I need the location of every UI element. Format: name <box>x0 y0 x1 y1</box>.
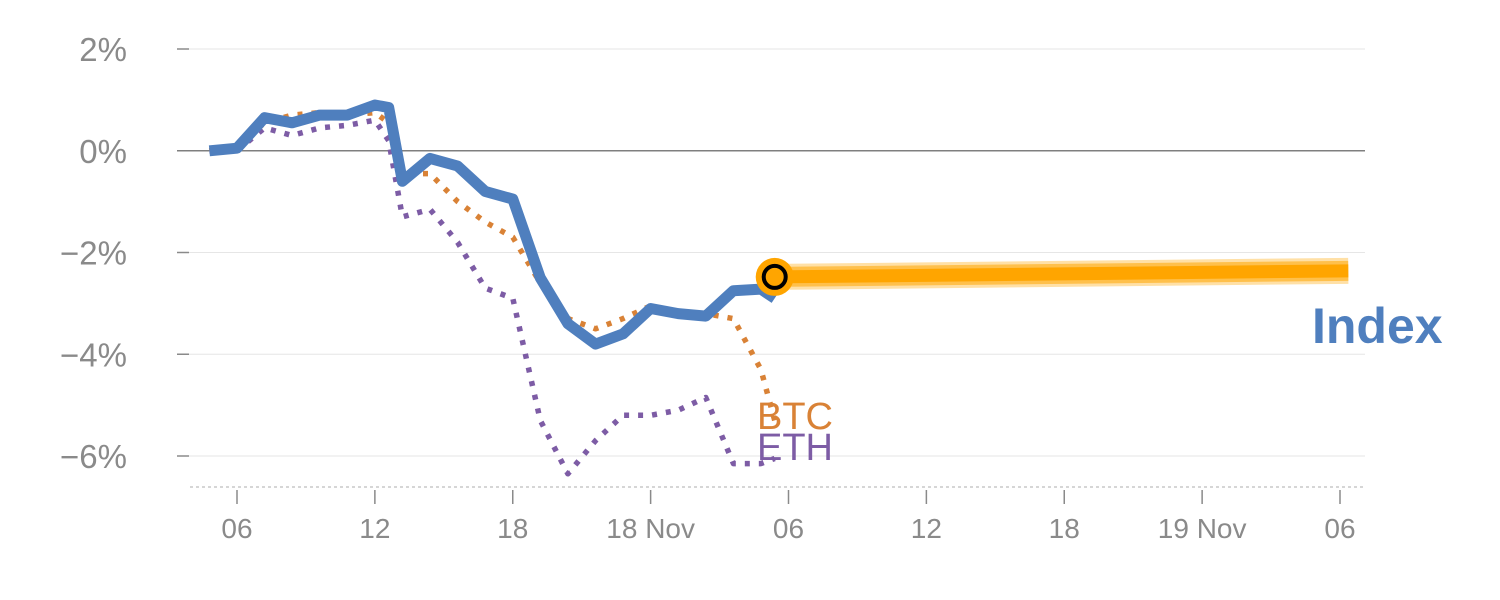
y-tick-label: −2% <box>60 235 127 272</box>
current-point-marker <box>761 263 788 290</box>
series-label-index: Index <box>1312 298 1443 354</box>
series-label-eth: ETH <box>757 427 833 469</box>
series-line-eth <box>209 117 776 477</box>
series-line-index <box>208 99 778 350</box>
x-tick-label: 18 <box>497 513 528 544</box>
projection <box>755 257 1349 296</box>
series-lines <box>208 99 778 477</box>
y-tick-label: −6% <box>60 438 127 475</box>
y-axis-ticks: 2% 0% −2% −4% −6% <box>60 31 127 475</box>
x-tick-label: 06 <box>1324 513 1355 544</box>
y-tick-label: 2% <box>79 31 127 68</box>
series-label-btc: BTC <box>757 396 833 438</box>
x-tick-label: 12 <box>359 513 390 544</box>
x-tick-label: 18 Nov <box>606 513 695 544</box>
y-tick-label: −4% <box>60 336 127 373</box>
gridlines <box>177 48 1365 457</box>
x-tick-label: 12 <box>911 513 942 544</box>
x-axis: 06 12 18 18 Nov 06 12 18 19 Nov 06 <box>190 486 1365 544</box>
x-tick-label: 06 <box>221 513 252 544</box>
x-tick-label: 06 <box>773 513 804 544</box>
y-tick-label: 0% <box>79 133 127 170</box>
x-tick-label: 18 <box>1049 513 1080 544</box>
x-tick-label: 19 Nov <box>1158 513 1247 544</box>
series-line-btc <box>208 109 778 422</box>
projection-band-core <box>774 264 1349 284</box>
